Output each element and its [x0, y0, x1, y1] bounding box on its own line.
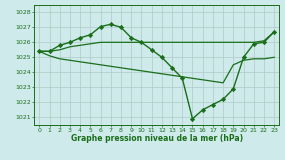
X-axis label: Graphe pression niveau de la mer (hPa): Graphe pression niveau de la mer (hPa) — [71, 134, 243, 143]
